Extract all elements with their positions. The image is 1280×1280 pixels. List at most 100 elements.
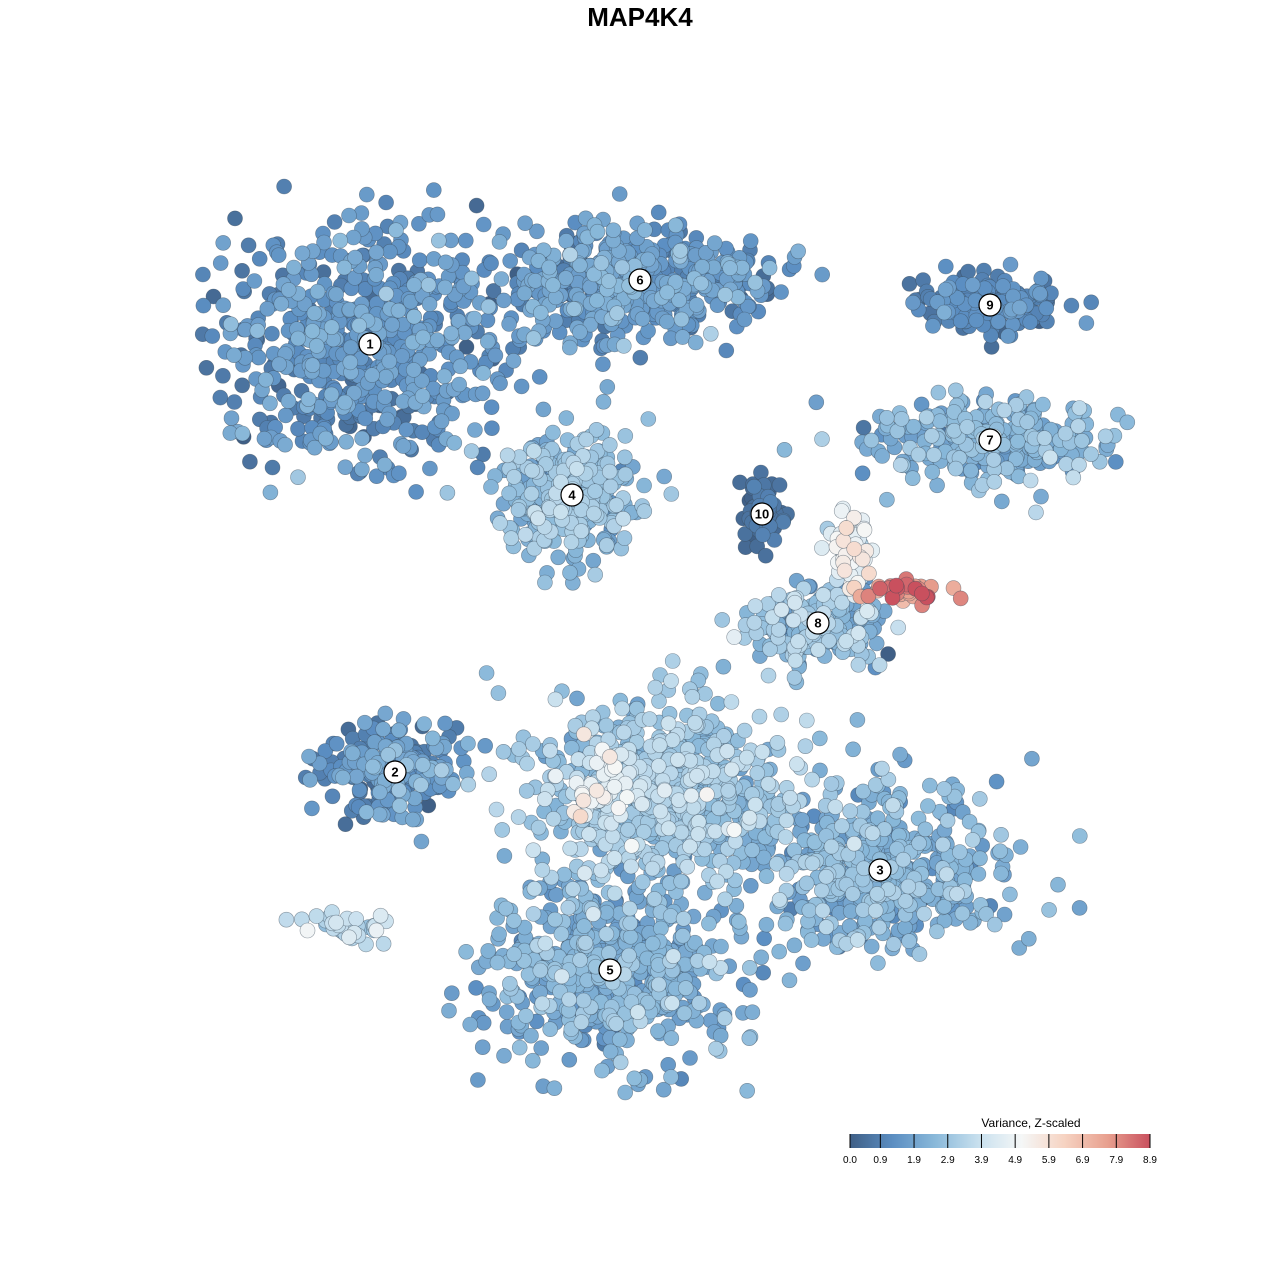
data-point — [615, 510, 632, 527]
data-point — [483, 255, 499, 272]
data-point — [323, 319, 340, 336]
data-point — [620, 821, 636, 838]
data-point — [634, 310, 651, 327]
data-point — [398, 421, 415, 438]
data-point — [475, 365, 492, 381]
data-point — [541, 259, 558, 276]
data-point — [814, 431, 830, 447]
data-point — [337, 394, 353, 411]
data-point — [741, 1030, 758, 1046]
data-point — [466, 310, 483, 327]
data-point — [594, 1062, 610, 1079]
data-point — [468, 980, 484, 996]
data-point — [443, 985, 460, 1002]
data-point — [1108, 454, 1124, 470]
data-point — [368, 244, 385, 261]
data-point — [429, 206, 446, 223]
data-point — [701, 915, 717, 932]
cluster-label-2: 2 — [383, 760, 407, 784]
data-point — [533, 1040, 550, 1056]
data-point — [457, 232, 474, 249]
data-point — [653, 920, 669, 937]
data-point — [478, 665, 495, 681]
data-point — [1070, 418, 1086, 435]
data-point — [317, 430, 334, 447]
data-point — [545, 810, 562, 827]
data-point — [569, 690, 585, 707]
data-point — [262, 395, 278, 412]
data-point — [827, 799, 844, 815]
data-point — [751, 708, 768, 725]
data-point — [936, 898, 953, 915]
data-point — [710, 695, 726, 712]
data-point — [615, 724, 632, 741]
data-point — [550, 549, 567, 566]
data-point — [854, 465, 871, 482]
data-point — [483, 479, 499, 495]
cluster-label-5: 5 — [598, 958, 622, 982]
data-point — [917, 821, 934, 838]
data-point — [842, 803, 859, 819]
data-point — [897, 919, 913, 936]
data-point — [446, 435, 463, 451]
color-legend: Variance, Z-scaled 0.0 0.9 1.9 2.9 3.9 4.9 5.9… — [843, 1116, 1157, 1166]
data-point — [553, 968, 570, 985]
data-point — [326, 214, 343, 230]
data-point — [195, 297, 212, 314]
data-point — [501, 485, 517, 502]
data-point — [1042, 449, 1058, 466]
data-point — [787, 652, 804, 669]
data-point — [737, 526, 754, 542]
data-point — [946, 422, 963, 439]
data-point — [545, 277, 561, 293]
data-point — [595, 393, 612, 410]
data-point — [754, 527, 771, 543]
data-point — [601, 945, 617, 961]
data-point — [468, 197, 485, 214]
data-point — [606, 850, 623, 866]
data-point — [872, 580, 888, 597]
data-point — [993, 865, 1009, 882]
data-point — [408, 484, 424, 500]
data-point — [647, 679, 664, 696]
data-point — [572, 324, 588, 340]
data-point — [226, 394, 243, 410]
data-point — [747, 274, 764, 291]
data-point — [1072, 828, 1088, 844]
data-point — [547, 911, 563, 928]
data-point — [1097, 428, 1114, 445]
data-point — [926, 447, 942, 463]
data-point — [490, 685, 507, 701]
data-point — [930, 384, 947, 401]
data-point — [753, 949, 770, 966]
data-point — [888, 577, 905, 594]
data-point — [338, 433, 355, 450]
data-point — [215, 367, 231, 384]
data-point — [602, 478, 619, 495]
data-point — [480, 298, 497, 315]
data-point — [871, 657, 888, 673]
data-point — [511, 1039, 528, 1056]
data-point — [786, 669, 803, 686]
data-point — [771, 943, 788, 960]
cluster-label-1: 1 — [358, 332, 382, 356]
data-point — [1022, 314, 1038, 331]
data-point — [344, 745, 361, 762]
data-point — [684, 688, 701, 705]
data-point — [562, 840, 579, 857]
data-point — [433, 413, 450, 430]
data-point — [493, 271, 510, 287]
data-point — [804, 771, 820, 788]
data-point — [744, 842, 761, 858]
data-point — [924, 464, 941, 480]
data-point — [556, 866, 573, 883]
cluster-label-text: 1 — [366, 337, 373, 352]
data-point — [629, 1004, 646, 1021]
data-point — [687, 714, 703, 731]
data-point — [377, 705, 394, 722]
data-point — [972, 850, 988, 867]
data-point — [746, 614, 763, 631]
data-point — [929, 477, 945, 494]
data-point — [1002, 256, 1019, 273]
data-point — [1050, 876, 1066, 893]
